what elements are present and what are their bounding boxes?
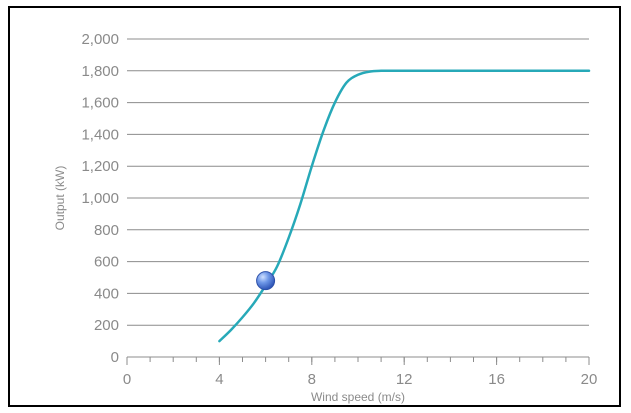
y-tick-label: 1,600 [81, 95, 119, 112]
axis-layer: 02004006008001,0001,2001,4001,6001,8002,… [81, 31, 597, 388]
x-tick-label: 8 [308, 371, 316, 388]
x-tick-label: 12 [396, 371, 413, 388]
y-axis-title: Output (kW) [53, 166, 67, 231]
x-tick-label: 0 [123, 371, 131, 388]
y-tick-label: 200 [94, 317, 119, 334]
x-tick-label: 20 [581, 371, 598, 388]
y-tick-label: 2,000 [81, 31, 119, 48]
operating-point-marker [256, 271, 276, 291]
y-tick-label: 1,400 [81, 126, 119, 143]
grid-layer [127, 38, 589, 326]
y-tick-label: 1,200 [81, 158, 119, 175]
x-tick-label: 4 [215, 371, 223, 388]
y-tick-label: 600 [94, 254, 119, 271]
y-tick-label: 1,000 [81, 190, 119, 207]
y-tick-label: 1,800 [81, 63, 119, 80]
x-tick-label: 16 [488, 371, 505, 388]
marker-layer [256, 271, 276, 291]
x-axis-title: Wind speed (m/s) [311, 390, 405, 404]
series-layer [218, 69, 591, 343]
chart-frame [8, 6, 621, 407]
y-tick-label: 400 [94, 285, 119, 302]
y-tick-label: 800 [94, 222, 119, 239]
power-curve-line [218, 69, 591, 343]
y-tick-label: 0 [111, 349, 119, 366]
